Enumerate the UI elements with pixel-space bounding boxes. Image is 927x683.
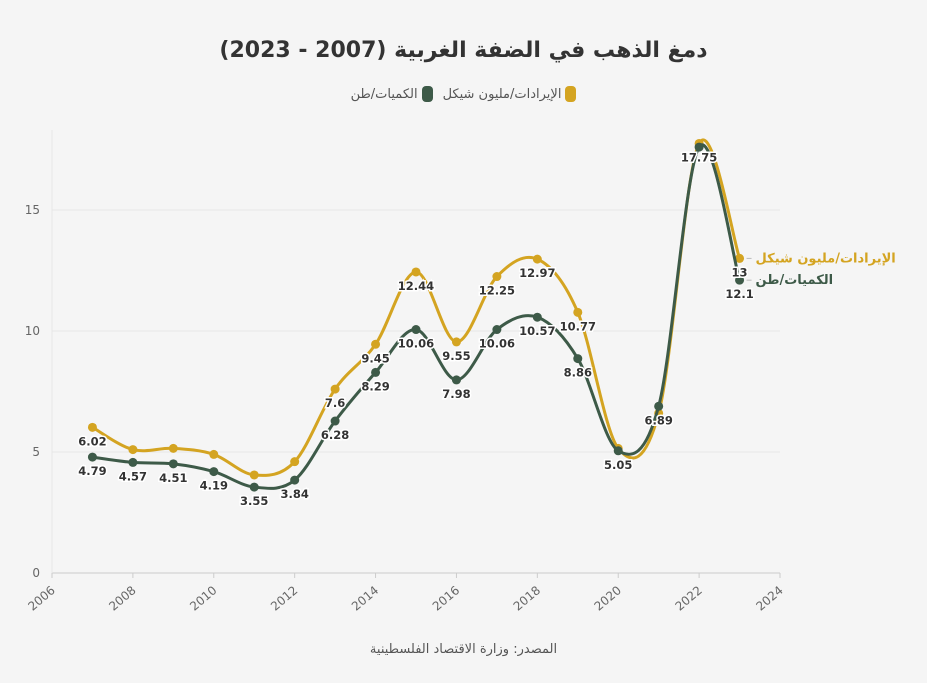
legend-item-revenue[interactable]: الإيرادات/مليون شيكل [443,86,577,102]
y-tick-label: 15 [25,203,40,217]
data-point [735,253,745,263]
y-tick-label: 10 [25,324,40,338]
data-point [87,452,97,462]
data-point [168,459,178,469]
series-line-1 [92,143,741,490]
data-label: 12.25 [479,284,515,298]
x-tick-label: 2008 [106,583,138,613]
data-label: 9.45 [361,351,389,365]
data-label: 6.28 [321,428,349,442]
y-tick-label: 0 [32,566,40,580]
x-tick-label: 2016 [430,583,462,613]
data-label: 4.57 [119,469,147,483]
data-point [573,307,583,317]
data-point [290,457,300,467]
x-tick-label: 2020 [592,583,624,613]
x-tick-label: 2022 [672,583,704,613]
data-label: 12.1 [725,287,753,301]
data-point [451,375,461,385]
series-line-0 [91,138,741,477]
data-point [451,337,461,347]
data-point [209,449,219,459]
data-point [371,339,381,349]
data-label: 4.79 [78,464,106,478]
data-point [411,267,421,277]
data-point [411,325,421,335]
legend-label-revenue: الإيرادات/مليون شيكل [442,86,562,102]
end-series-label: الإيرادات/مليون شيكل [756,251,896,266]
data-label: 13 [732,265,748,279]
data-point [128,457,138,467]
data-label: 3.55 [240,494,268,508]
legend: الإيرادات/مليون شيكل الكميات/طن [0,86,927,102]
data-point [128,445,138,455]
data-label: 12.44 [398,279,434,293]
x-tick-label: 2018 [511,583,543,613]
data-point [249,482,259,492]
data-point [694,142,704,152]
legend-swatch-quantity [421,86,433,102]
data-point [573,354,583,364]
data-point [209,467,219,477]
data-label: 10.57 [519,324,555,338]
data-point [532,254,542,264]
x-tick-label: 2006 [25,583,57,613]
x-tick-label: 2024 [753,583,785,613]
source-note: المصدر: وزارة الاقتصاد الفلسطينية [369,642,558,657]
data-label: 9.55 [442,349,470,363]
data-point [330,416,340,426]
data-label: 7.6 [325,396,345,410]
end-series-label: الكميات/طن [756,273,834,288]
data-label: 17.75 [681,150,717,164]
data-point [371,367,381,377]
chart-title: دمغ الذهب في الضفة الغربية (2007 - 2023) [219,38,708,63]
legend-label-quantity: الكميات/طن [350,86,418,102]
x-tick-label: 2012 [268,583,300,613]
data-label: 10.06 [398,337,434,351]
x-tick-label: 2010 [187,583,219,613]
y-tick-label: 5 [32,445,40,459]
data-label: 10.06 [479,337,515,351]
data-label: 7.98 [442,387,470,401]
data-point [249,470,259,480]
data-point [168,443,178,453]
data-point [330,384,340,394]
data-label: 4.19 [200,479,228,493]
x-tick-label: 2014 [349,583,381,613]
data-label: 4.51 [159,471,187,485]
data-label: 5.05 [604,458,632,472]
data-point [290,475,300,485]
data-label: 8.86 [564,366,592,380]
data-label: 12.97 [519,266,555,280]
data-point [87,422,97,432]
data-label: 10.77 [560,319,596,333]
legend-item-quantity[interactable]: الكميات/طن [351,86,433,102]
legend-swatch-revenue [565,86,577,102]
data-label: 6.02 [78,434,106,448]
data-point [492,272,502,282]
data-label: 8.29 [361,379,389,393]
data-point [613,446,623,456]
data-label: 3.84 [280,487,308,501]
data-point [654,401,664,411]
data-label: 6.89 [644,413,672,427]
data-point [492,325,502,335]
data-point [735,275,745,285]
data-point [532,312,542,322]
